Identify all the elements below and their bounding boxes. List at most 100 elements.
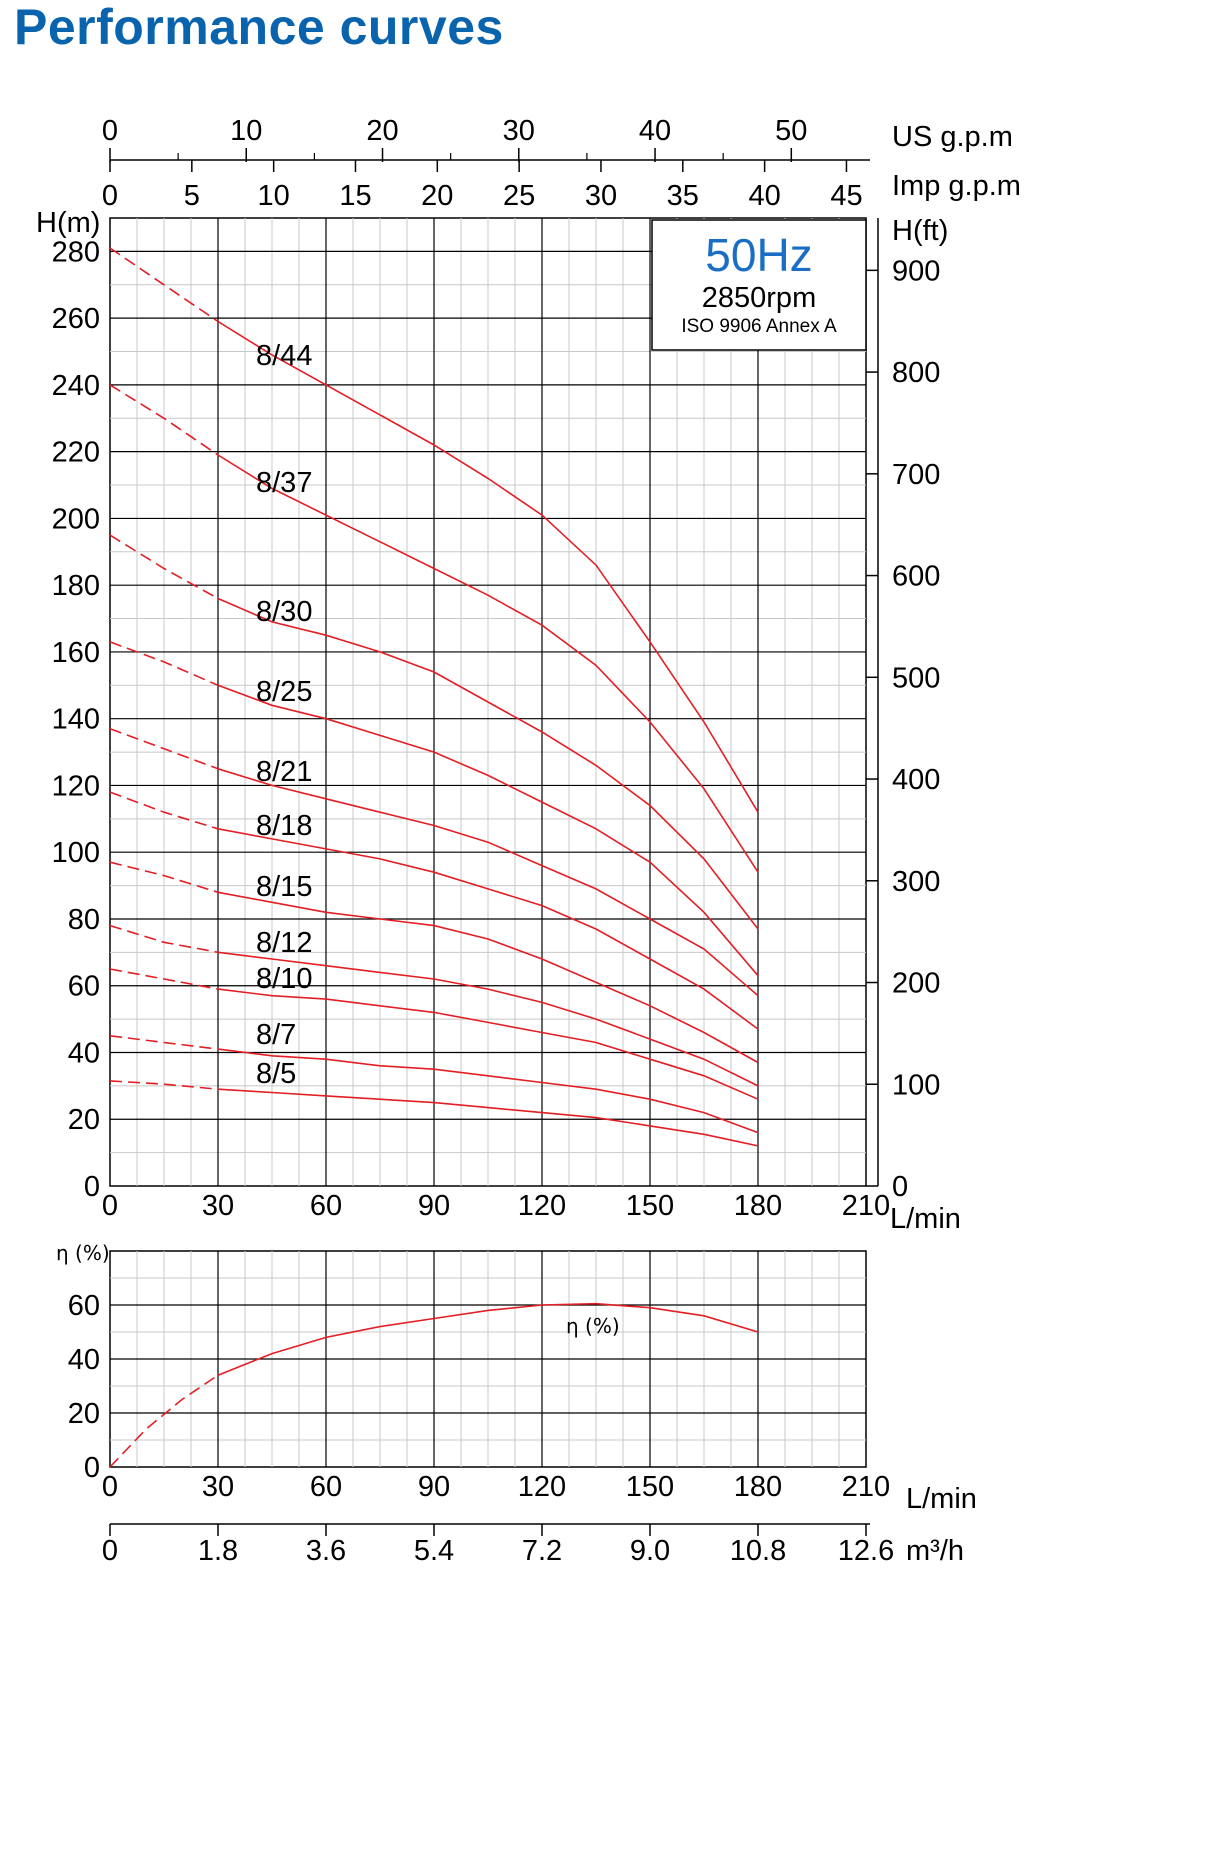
eff-grid [110,1251,866,1467]
y2-tick-label: 600 [892,561,940,593]
imp-gpm-tick-label: 30 [585,180,617,212]
y-tick-label: 0 [84,1171,100,1203]
curve-8-21 [217,768,759,997]
us-gpm-tick-label: 10 [230,115,262,147]
curve-dashed-8-37 [109,384,219,456]
y-tick-label: 180 [52,570,100,602]
y-tick-label: 40 [68,1037,100,1069]
curve-dashed-8-21 [109,727,219,770]
m3h-tick-label: 9.0 [630,1535,670,1567]
page-title: Performance curves [14,0,504,55]
us-gpm-tick-label: 20 [366,115,398,147]
axes: 020406080100120140160180200220240260280H… [36,115,1021,1235]
y2-tick-label: 0 [892,1171,908,1203]
imp-gpm-tick-label: 0 [102,180,118,212]
m3h-tick-label: 7.2 [522,1535,562,1567]
imp-gpm-tick-label: 40 [748,180,780,212]
y2-tick-label: 100 [892,1069,940,1101]
pump-curves: 8/44 8/37 8/30 8/25 8/21 8/18 8/15 8/12 8/10 8/7 8… [109,247,759,1147]
eff-x-tick-label: 150 [626,1471,674,1503]
curve-dashed-8-30 [109,534,219,600]
eff-x-tick-label: 120 [518,1471,566,1503]
eff-axes: 0 20 40 60 η (%) 0 30 60 90 120 150 180 210 L/min 0 1.8… [56,1241,977,1567]
y-tick-label: 240 [52,370,100,402]
y-tick-label: 260 [52,303,100,335]
grid [110,218,866,1186]
y2-tick-label: 300 [892,866,940,898]
efficiency-chart: 0 20 40 60 η (%) 0 30 60 90 120 150 180 210 L/min 0 1.8… [56,1241,977,1567]
y2-axis-title: H(ft) [892,215,948,247]
curve-dashed-8-18 [109,791,219,830]
m3h-tick-label: 3.6 [306,1535,346,1567]
eff-y-tick-label: 0 [84,1452,100,1484]
m3h-label: m³/h [906,1535,964,1567]
curve-label-8-12: 8/12 [256,927,312,959]
m3h-tick-label: 0 [102,1535,118,1567]
y-tick-label: 280 [52,236,100,268]
imp-gpm-tick-label: 5 [184,180,200,212]
eff-x-tick-label: 210 [842,1471,890,1503]
curve-dashed-8-44 [109,247,219,323]
curve-label-8-7: 8/7 [256,1019,296,1051]
imp-gpm-tick-label: 10 [258,180,290,212]
y-tick-label: 100 [52,837,100,869]
imp-gpm-label: Imp g.p.m [892,170,1021,202]
curve-8-37 [217,454,759,873]
eff-curve-dashed [109,1374,219,1468]
curve-8-10 [217,988,759,1100]
eff-x-tick-label: 180 [734,1471,782,1503]
curve-8-25 [217,684,759,977]
y-tick-label: 160 [52,637,100,669]
eff-y-tick-label: 20 [68,1398,100,1430]
eff-y-tick-label: 40 [68,1344,100,1376]
y2-tick-label: 500 [892,662,940,694]
info-frequency: 50Hz [705,229,812,281]
y-tick-label: 120 [52,770,100,802]
y-tick-label: 80 [68,904,100,936]
x-tick-label: 90 [418,1190,450,1222]
y-tick-label: 140 [52,704,100,736]
x-tick-label: 60 [310,1190,342,1222]
curve-label-8-25: 8/25 [256,676,312,708]
curve-dashed-8-15 [109,861,219,894]
curve-label-8-30: 8/30 [256,596,312,628]
imp-gpm-tick-label: 15 [339,180,371,212]
us-gpm-tick-label: 50 [775,115,807,147]
curve-dashed-8-10 [109,968,219,990]
us-gpm-tick-label: 30 [503,115,535,147]
info-speed: 2850rpm [702,282,816,314]
eff-y-axis-title: η (%) [56,1241,110,1265]
us-gpm-tick-label: 0 [102,115,118,147]
curve-dashed-8-12 [109,924,219,954]
curve-label-8-21: 8/21 [256,756,312,788]
info-standard: ISO 9906 Annex A [681,316,837,337]
x-tick-label: 120 [518,1190,566,1222]
y-tick-label: 220 [52,437,100,469]
info-box: 50Hz 2850rpm ISO 9906 Annex A [651,219,867,351]
y-axis-title: H(m) [36,207,100,239]
curve-label-8-10: 8/10 [256,963,312,995]
y2-tick-label: 400 [892,764,940,796]
y2-tick-label: 700 [892,459,940,491]
curve-8-15 [217,891,759,1064]
eff-y-tick-label: 60 [68,1290,100,1322]
eff-curve [217,1302,759,1376]
x-tick-label: 180 [734,1190,782,1222]
eff-x-tick-label: 30 [202,1471,234,1503]
m3h-tick-label: 5.4 [414,1535,454,1567]
imp-gpm-tick-label: 25 [503,180,535,212]
y-tick-label: 60 [68,971,100,1003]
curve-label-8-37: 8/37 [256,467,312,499]
y2-tick-label: 200 [892,968,940,1000]
eff-x-axis-unit: L/min [906,1483,977,1515]
eff-x-tick-label: 0 [102,1471,118,1503]
y-tick-label: 20 [68,1104,100,1136]
curve-dashed-8-7 [109,1035,219,1050]
x-tick-label: 150 [626,1190,674,1222]
eff-curve-label: η (%) [566,1314,620,1338]
curve-label-8-5: 8/5 [256,1058,296,1090]
m3h-tick-label: 12.6 [838,1535,894,1567]
curve-label-8-44: 8/44 [256,340,312,372]
head-flow-chart: 020406080100120140160180200220240260280H… [36,115,1021,1235]
